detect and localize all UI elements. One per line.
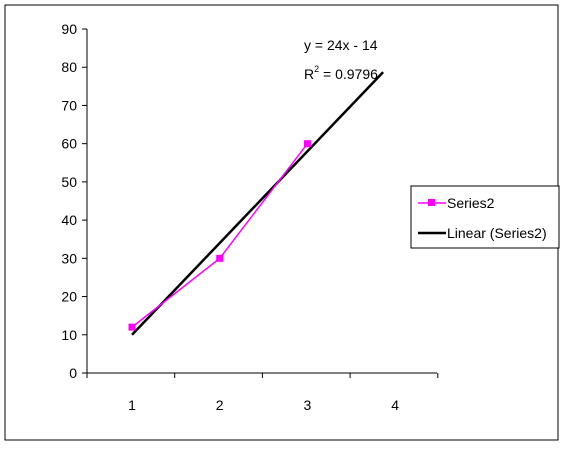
trendline [131,71,385,336]
x-tick-label: 4 [391,397,399,413]
y-tick-label: 20 [61,289,77,305]
r-squared-label: R2 = 0.9796 [304,64,378,82]
y-tick-label: 50 [61,174,77,190]
x-tick-label: 1 [128,397,136,413]
y-tick-label: 10 [61,327,77,343]
trend-equation-label: y = 24x - 14 [304,37,378,53]
r-squared-superscript: 2 [314,64,319,74]
data-point-marker [216,254,224,262]
legend-box [410,185,560,249]
y-tick-label: 0 [69,365,77,381]
y-tick-label: 90 [61,21,77,37]
y-axis-ticks: 0 10 20 30 40 50 60 70 80 90 [61,21,87,381]
y-tick-label: 40 [61,212,77,228]
legend-series-label: Series2 [447,195,495,211]
series-group [128,140,311,331]
data-point-marker [303,140,311,148]
x-tick-label: 3 [304,397,312,413]
y-tick-label: 80 [61,59,77,75]
legend-series-swatch-marker [428,199,435,206]
y-tick-label: 70 [61,97,77,113]
r-squared-prefix: R [304,66,314,82]
y-tick-label: 30 [61,250,77,266]
x-axis-ticks: 1 2 3 4 [86,373,439,413]
trendline-group [131,71,385,336]
legend: Series2 Linear (Series2) [410,185,560,249]
y-tick-label: 60 [61,136,77,152]
data-point-marker [128,323,136,331]
legend-trend-label: Linear (Series2) [447,225,547,241]
x-tick-label: 2 [216,397,224,413]
r-squared-value: = 0.9796 [319,66,378,82]
